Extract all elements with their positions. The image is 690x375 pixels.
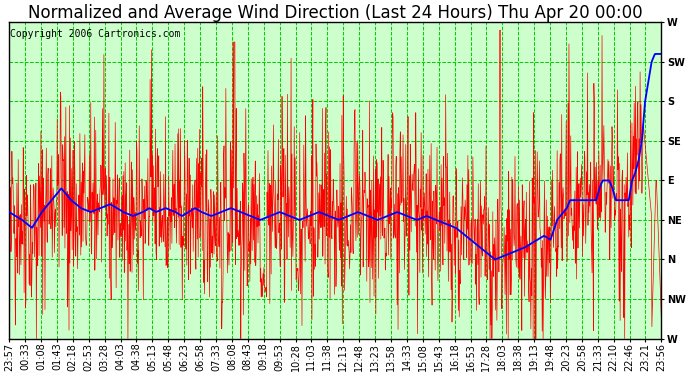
Text: Copyright 2006 Cartronics.com: Copyright 2006 Cartronics.com	[10, 28, 181, 39]
Title: Normalized and Average Wind Direction (Last 24 Hours) Thu Apr 20 00:00: Normalized and Average Wind Direction (L…	[28, 4, 642, 22]
